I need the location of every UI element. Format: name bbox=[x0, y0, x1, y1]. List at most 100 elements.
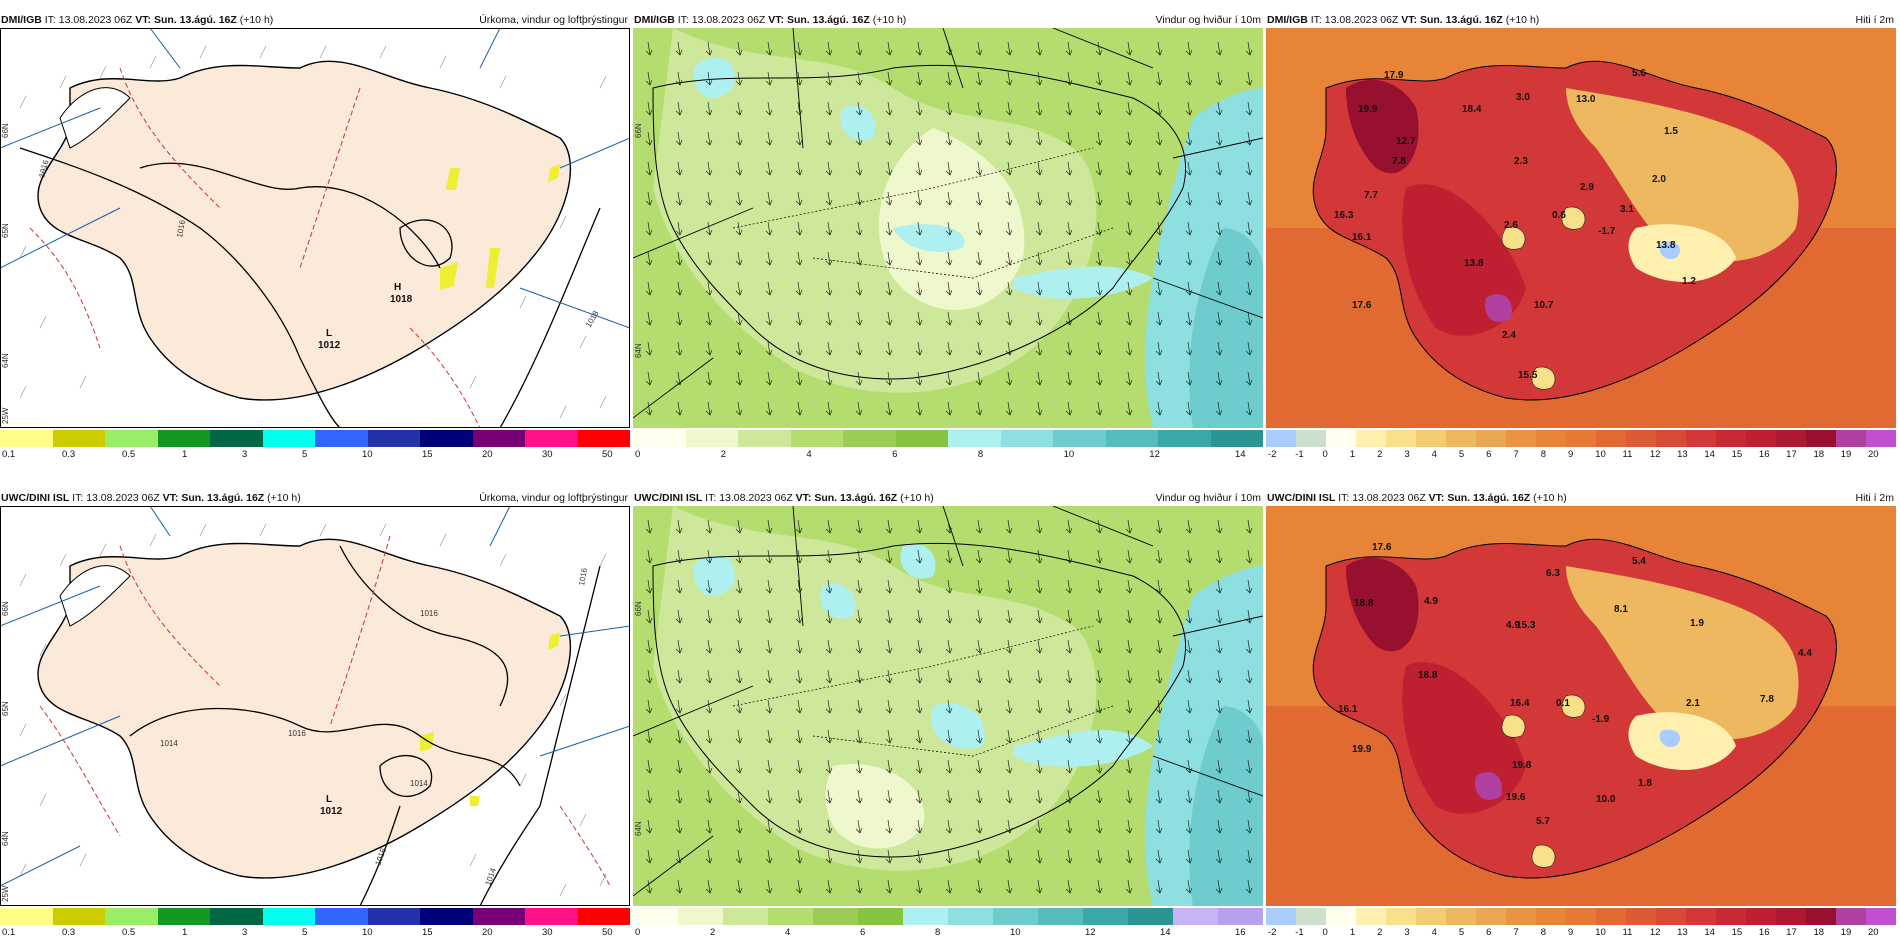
init-time: 13.08.2023 06Z bbox=[719, 492, 793, 504]
temperature-value: 19.9 bbox=[1352, 744, 1372, 755]
panel-header: DMI/IGB IT: 13.08.2023 06Z VT: Sun. 13.á… bbox=[1266, 12, 1896, 28]
pressure-value: 1012 bbox=[318, 340, 341, 351]
wind-arrow bbox=[855, 71, 863, 86]
wind-arrow bbox=[795, 519, 803, 534]
temperature-value: 0.1 bbox=[1556, 698, 1570, 709]
wind-arrow bbox=[825, 849, 833, 864]
wind-arrow bbox=[1185, 519, 1193, 534]
colorbar-tick: 4 bbox=[1431, 927, 1437, 938]
colorbar-tick: 2 bbox=[710, 927, 716, 938]
colorbar-ticks: 0.1 0.3 0.5 1 3 5 10 15 20 30 50 bbox=[0, 927, 630, 941]
colorbar-swatch bbox=[1776, 908, 1806, 925]
wind-arrow bbox=[855, 639, 863, 654]
wind-arrow bbox=[825, 71, 833, 86]
wind-arrow bbox=[975, 221, 983, 236]
wind-arrow bbox=[1215, 401, 1223, 416]
colorbar-tick: 50 bbox=[602, 927, 613, 938]
wind-arrow bbox=[795, 729, 803, 744]
colorbar-swatch bbox=[1326, 430, 1356, 447]
isobar-label: 1016 bbox=[420, 609, 438, 618]
wind-arrow bbox=[675, 759, 683, 774]
colorbar-swatch bbox=[678, 908, 723, 925]
colorbar-tick: 15 bbox=[1731, 927, 1743, 938]
wind-arrow bbox=[1065, 251, 1073, 266]
wind-arrow bbox=[795, 221, 803, 236]
wind-arrow bbox=[1065, 101, 1073, 116]
wind-arrow bbox=[1035, 849, 1043, 864]
colorbar-swatch bbox=[420, 430, 473, 447]
wind-arrow bbox=[1245, 609, 1253, 624]
wind-arrow bbox=[975, 549, 983, 564]
wind-arrow bbox=[915, 71, 923, 86]
wind-arrow bbox=[885, 191, 893, 206]
wind-arrow bbox=[825, 371, 833, 386]
temperature-value: 16.1 bbox=[1352, 232, 1372, 243]
panel-header: DMI/IGB IT: 13.08.2023 06Z VT: Sun. 13.á… bbox=[633, 12, 1263, 28]
pressure-letter: H bbox=[394, 282, 401, 293]
wind-arrow bbox=[885, 579, 893, 594]
wind-arrow bbox=[675, 101, 683, 116]
wind-arrow bbox=[645, 281, 653, 296]
wind-arrow bbox=[1155, 789, 1163, 804]
wind-arrow bbox=[915, 759, 923, 774]
colorbar-tick: 13 bbox=[1677, 927, 1688, 938]
colorbar-swatch bbox=[1746, 430, 1776, 447]
wind-arrow bbox=[975, 161, 983, 176]
wind-arrow bbox=[885, 789, 893, 804]
wind-arrow bbox=[765, 759, 773, 774]
temperature-value: 16.3 bbox=[1334, 210, 1354, 221]
valid-time: Sun. 13.ágú. 16Z bbox=[1419, 14, 1503, 26]
wind-arrow bbox=[1185, 191, 1193, 206]
wind-arrow bbox=[795, 131, 803, 146]
panel-wind-uwc: UWC/DINI ISL IT: 13.08.2023 06Z VT: Sun.… bbox=[633, 490, 1263, 950]
wind-arrow bbox=[855, 341, 863, 356]
wind-arrow bbox=[1065, 819, 1073, 834]
vt-label: VT: bbox=[135, 14, 152, 26]
wind-arrow bbox=[1125, 311, 1133, 326]
wind-arrow bbox=[825, 161, 833, 176]
colorbar-swatch bbox=[1566, 908, 1596, 925]
colorbar-tick: 2 bbox=[1377, 927, 1383, 938]
wind-arrow bbox=[1155, 281, 1163, 296]
colorbar-tick: 20 bbox=[482, 449, 493, 460]
wind-arrow bbox=[1005, 221, 1013, 236]
wind-arrow bbox=[885, 729, 893, 744]
colorbar-tick: 1 bbox=[1349, 927, 1356, 938]
temperature-value: 17.6 bbox=[1372, 542, 1392, 553]
wind-arrow bbox=[855, 191, 863, 206]
colorbar-tick: 19 bbox=[1840, 927, 1852, 938]
pressure-letter: L bbox=[326, 328, 332, 339]
colorbar-swatch bbox=[1596, 430, 1626, 447]
wind-arrow bbox=[855, 311, 863, 326]
wind-arrow bbox=[885, 101, 893, 116]
wind-arrow bbox=[1005, 729, 1013, 744]
wind-arrow bbox=[945, 819, 953, 834]
colorbar-swatch bbox=[1416, 908, 1446, 925]
wind-arrow bbox=[675, 131, 683, 146]
wind-arrow bbox=[645, 161, 653, 176]
colorbar-tick: 20 bbox=[1868, 927, 1879, 938]
colorbar-swatch bbox=[1296, 908, 1326, 925]
wind-arrow bbox=[1035, 729, 1043, 744]
wind-arrow bbox=[675, 161, 683, 176]
colorbar-tick: 12 bbox=[1649, 927, 1661, 938]
grid-label: 25W bbox=[1, 885, 10, 902]
wind-arrow bbox=[1125, 101, 1133, 116]
wind-arrow bbox=[945, 579, 953, 594]
colorbar-tick: 50 bbox=[602, 449, 613, 460]
wind-arrow bbox=[1185, 609, 1193, 624]
wind-arrow bbox=[1215, 879, 1223, 894]
colorbar-swatch bbox=[1083, 908, 1128, 925]
wind-arrow bbox=[1215, 789, 1223, 804]
temperature-value: -1.7 bbox=[1598, 226, 1616, 237]
wind-arrow bbox=[1155, 191, 1163, 206]
wind-arrow bbox=[1125, 281, 1133, 296]
colorbar-swatch bbox=[858, 908, 903, 925]
wind-arrow bbox=[1095, 639, 1103, 654]
wind-arrow bbox=[1245, 549, 1253, 564]
it-label: IT: bbox=[1310, 14, 1322, 26]
lead-time: (+10 h) bbox=[267, 492, 301, 504]
colorbar-tick: 5 bbox=[302, 927, 308, 938]
wind-arrow bbox=[1095, 579, 1103, 594]
wind-arrow bbox=[765, 639, 773, 654]
